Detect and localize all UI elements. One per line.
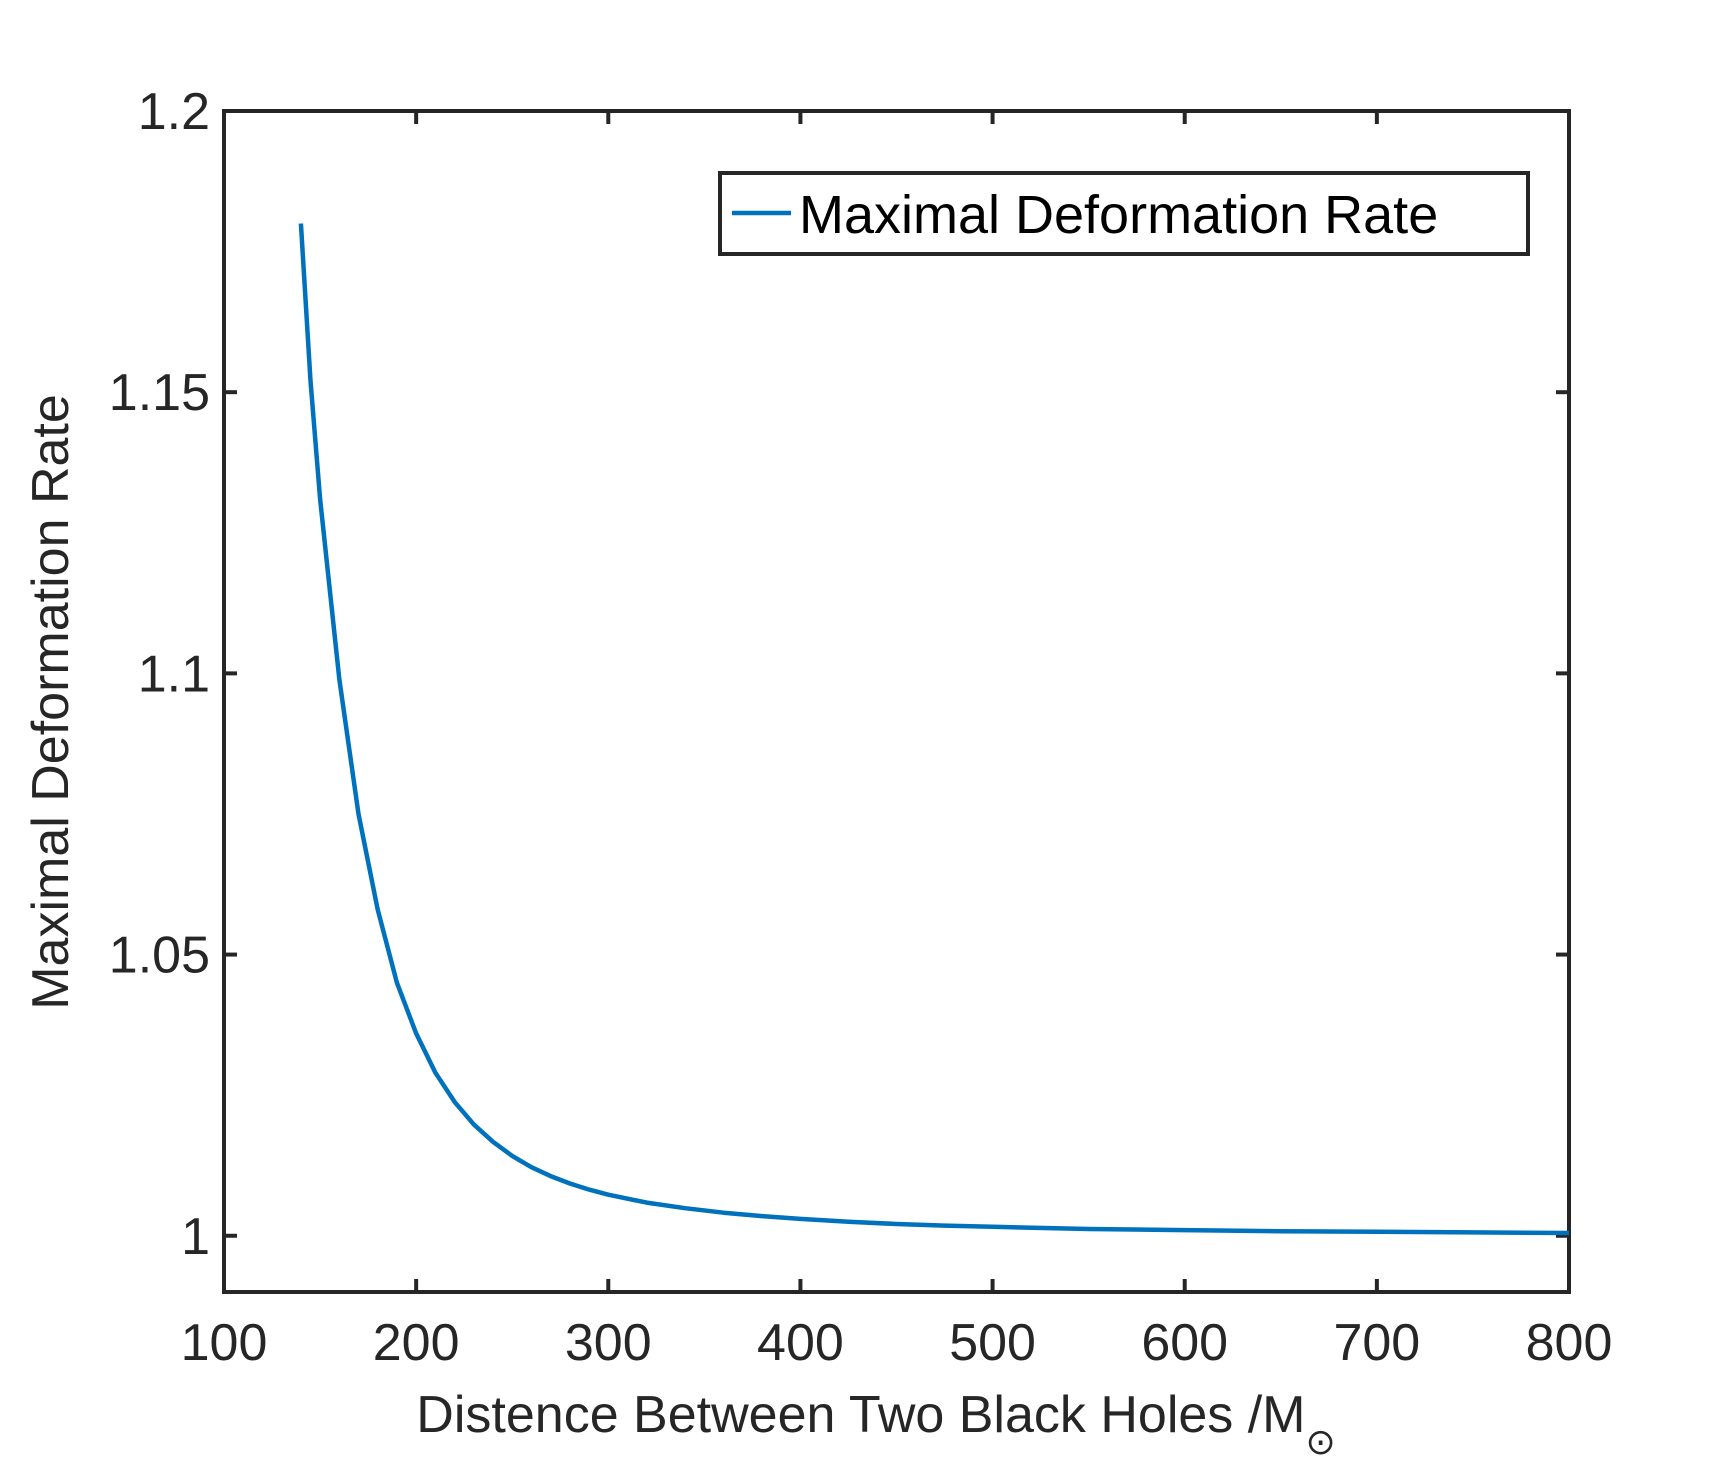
y-tick-label: 1: [181, 1208, 210, 1266]
x-tick-label: 700: [1333, 1314, 1420, 1372]
legend-label: Maximal Deformation Rate: [799, 185, 1438, 245]
x-tick-label: 600: [1141, 1314, 1228, 1372]
x-tick-label: 200: [373, 1314, 460, 1372]
y-axis-title: Maximal Deformation Rate: [22, 394, 80, 1010]
legend: Maximal Deformation Rate: [718, 171, 1530, 256]
plot-frame: [222, 109, 1571, 1294]
series-group: [298, 223, 1570, 1236]
x-tick-label: 800: [1526, 1314, 1613, 1372]
legend-box: [718, 171, 1530, 256]
y-tick-label: 1.05: [109, 927, 210, 985]
y-tick-label: 1.1: [138, 645, 210, 703]
x-tick-label: 100: [181, 1314, 268, 1372]
y-tick-label: 1.2: [138, 83, 210, 141]
x-axis-title-text: Distence Between Two Black Holes /M: [416, 1386, 1305, 1444]
y-tick-label: 1.15: [109, 364, 210, 422]
y-axis: 1 1.05 1.1 1.15 1.2: [109, 83, 1569, 1266]
plot-area: [222, 109, 1571, 1294]
x-tick-label: 500: [949, 1314, 1036, 1372]
x-axis-title-subscript: ⊙: [1306, 1421, 1336, 1462]
series-line: [298, 223, 1570, 1236]
x-axis-title: Distence Between Two Black Holes /M⊙: [416, 1386, 1335, 1462]
x-tick-label: 300: [565, 1314, 652, 1372]
x-axis: 100 200 300 400 500 600 700 800: [181, 111, 1613, 1372]
x-tick-label: 400: [757, 1314, 844, 1372]
